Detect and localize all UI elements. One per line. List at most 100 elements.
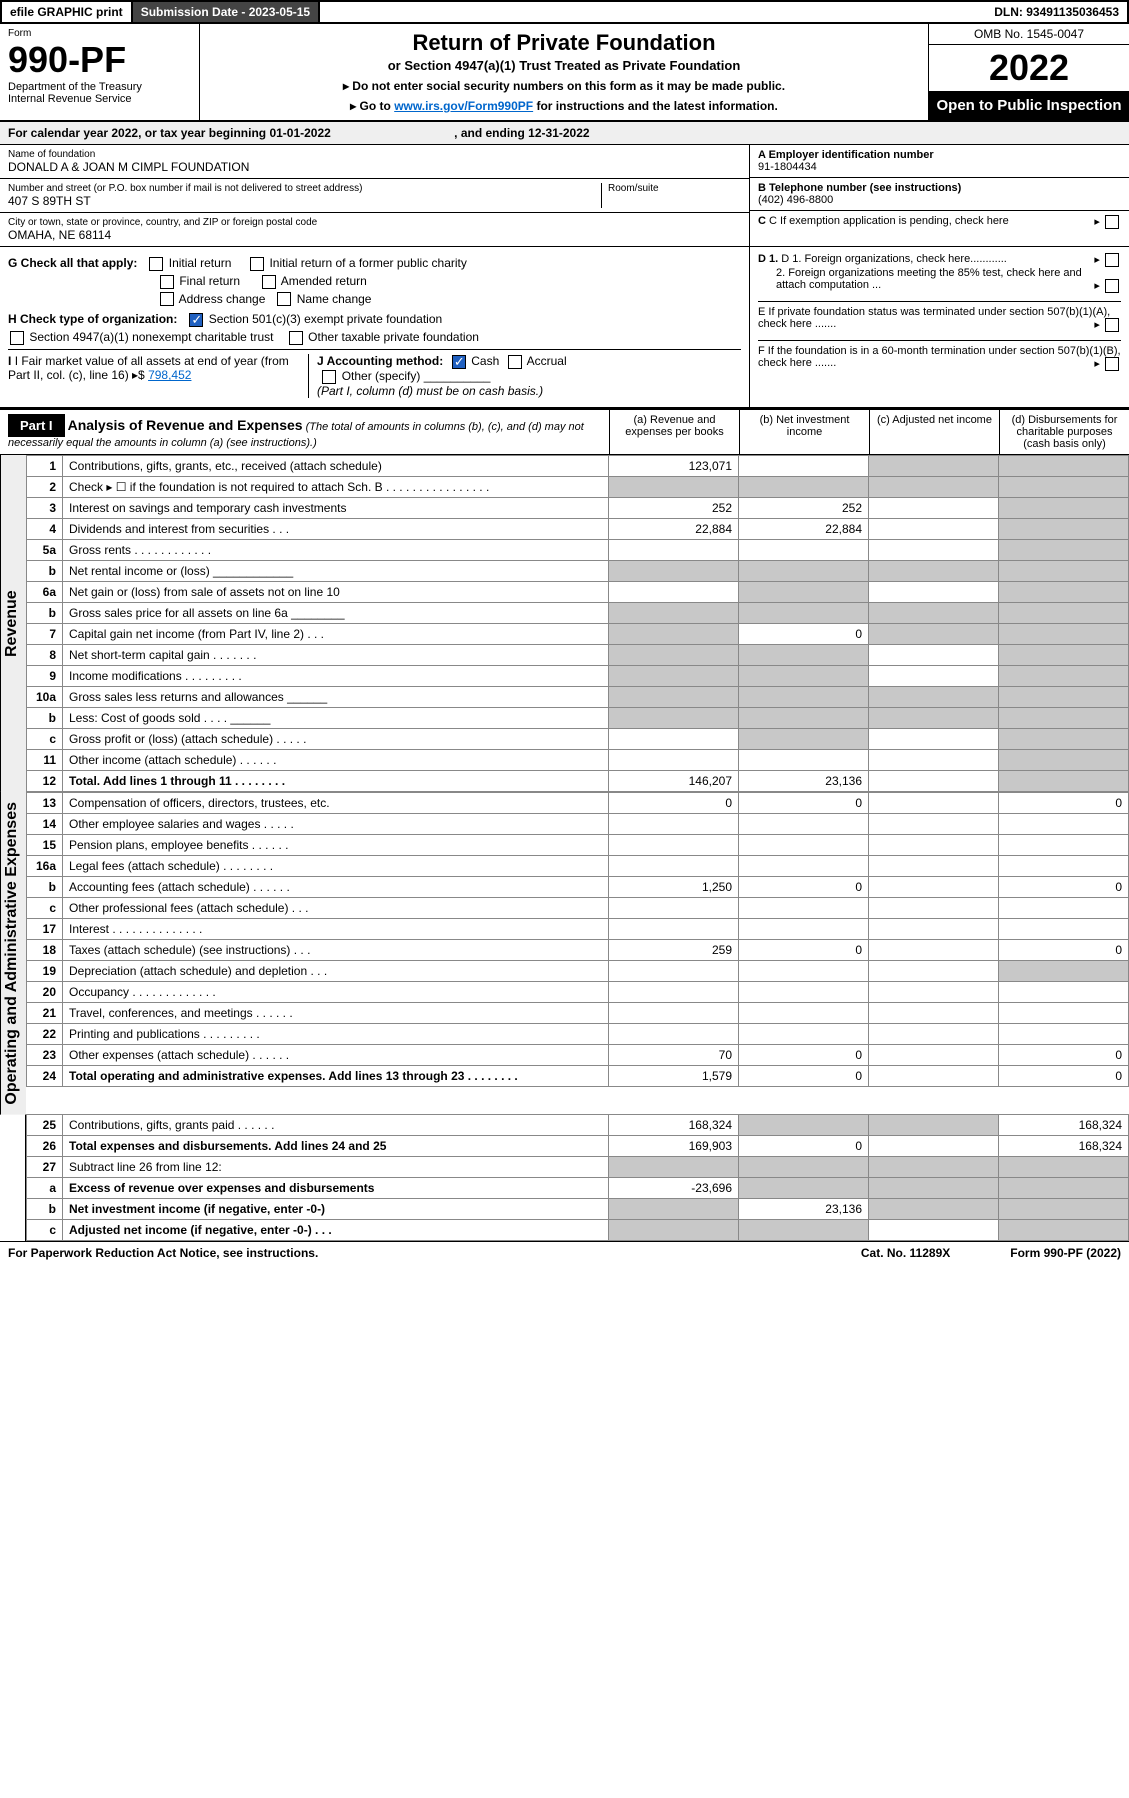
line-2: 2Check ▸ ☐ if the foundation is not requ… — [27, 476, 1129, 497]
col-d-header: (d) Disbursements for charitable purpose… — [999, 410, 1129, 454]
part1-header-row: Part I Analysis of Revenue and Expenses … — [0, 408, 1129, 455]
line-b: bNet investment income (if negative, ent… — [27, 1199, 1129, 1220]
efile-print-label[interactable]: efile GRAPHIC print — [2, 2, 133, 22]
line-7: 7Capital gain net income (from Part IV, … — [27, 623, 1129, 644]
efile-topbar: efile GRAPHIC print Submission Date - 20… — [0, 0, 1129, 24]
instructions-link-line: ▸ Go to www.irs.gov/Form990PF for instru… — [210, 99, 918, 113]
checkbox-initial-return[interactable] — [149, 257, 163, 271]
line-23: 23Other expenses (attach schedule) . . .… — [27, 1044, 1129, 1065]
checkbox-final-return[interactable] — [160, 275, 174, 289]
paperwork-notice: For Paperwork Reduction Act Notice, see … — [8, 1246, 318, 1260]
line-c: cOther professional fees (attach schedul… — [27, 897, 1129, 918]
revenue-side-label: Revenue — [0, 455, 26, 792]
checkbox-other-method[interactable] — [322, 370, 336, 384]
line-4: 4Dividends and interest from securities … — [27, 518, 1129, 539]
form-number: 990-PF — [8, 39, 191, 81]
ein-row: A Employer identification number 91-1804… — [750, 145, 1129, 178]
city-state-zip: OMAHA, NE 68114 — [8, 228, 741, 242]
checkbox-f[interactable] — [1105, 357, 1119, 371]
summary-section: 25Contributions, gifts, grants paid . . … — [0, 1114, 1129, 1241]
fmv-value[interactable]: 798,452 — [148, 368, 191, 382]
line-17: 17Interest . . . . . . . . . . . . . . — [27, 918, 1129, 939]
room-suite-label: Room/suite — [608, 183, 741, 194]
dln: DLN: 93491135036453 — [986, 2, 1127, 22]
expenses-section: Operating and Administrative Expenses 13… — [0, 792, 1129, 1115]
submission-date: Submission Date - 2023-05-15 — [133, 2, 320, 22]
line-g: G Check all that apply: Initial return I… — [8, 256, 741, 271]
street-address: 407 S 89TH ST — [8, 194, 601, 208]
line-19: 19Depreciation (attach schedule) and dep… — [27, 960, 1129, 981]
line-22: 22Printing and publications . . . . . . … — [27, 1023, 1129, 1044]
ein-value: 91-1804434 — [758, 161, 817, 173]
line-d1: D 1. D 1. Foreign organizations, check h… — [758, 253, 1121, 265]
part1-title: Analysis of Revenue and Expenses — [68, 417, 303, 433]
col-a-header: (a) Revenue and expenses per books — [609, 410, 739, 454]
checkbox-cash[interactable] — [452, 355, 466, 369]
checkbox-d1[interactable] — [1105, 253, 1119, 267]
line-13: 13Compensation of officers, directors, t… — [27, 792, 1129, 813]
line-b: bLess: Cost of goods sold . . . . ______ — [27, 707, 1129, 728]
phone-value: (402) 496-8800 — [758, 194, 833, 206]
line-d2: 2. Foreign organizations meeting the 85%… — [758, 267, 1121, 291]
checkbox-4947[interactable] — [10, 331, 24, 345]
identification-block: Name of foundation DONALD A & JOAN M CIM… — [0, 145, 1129, 247]
line-b: bGross sales price for all assets on lin… — [27, 602, 1129, 623]
line-5a: 5aGross rents . . . . . . . . . . . . — [27, 539, 1129, 560]
col-b-header: (b) Net investment income — [739, 410, 869, 454]
line-a: aExcess of revenue over expenses and dis… — [27, 1178, 1129, 1199]
expenses-side-label: Operating and Administrative Expenses — [0, 792, 26, 1115]
line-15: 15Pension plans, employee benefits . . .… — [27, 834, 1129, 855]
omb-number: OMB No. 1545-0047 — [929, 24, 1129, 45]
checkbox-initial-former[interactable] — [250, 257, 264, 271]
checkbox-501c3[interactable] — [189, 313, 203, 327]
col-c-header: (c) Adjusted net income — [869, 410, 999, 454]
ssn-warning: ▸ Do not enter social security numbers o… — [210, 79, 918, 93]
irs-link[interactable]: www.irs.gov/Form990PF — [394, 99, 533, 113]
revenue-table: 1Contributions, gifts, grants, etc., rec… — [26, 455, 1129, 792]
summary-table: 25Contributions, gifts, grants paid . . … — [26, 1114, 1129, 1241]
line-ij: I I Fair market value of all assets at e… — [8, 349, 741, 398]
line-14: 14Other employee salaries and wages . . … — [27, 813, 1129, 834]
line-b: bAccounting fees (attach schedule) . . .… — [27, 876, 1129, 897]
dept-treasury: Department of the Treasury — [8, 81, 191, 93]
checkbox-d2[interactable] — [1105, 279, 1119, 293]
line-20: 20Occupancy . . . . . . . . . . . . . — [27, 981, 1129, 1002]
line-10a: 10aGross sales less returns and allowanc… — [27, 686, 1129, 707]
line-21: 21Travel, conferences, and meetings . . … — [27, 1002, 1129, 1023]
line-25: 25Contributions, gifts, grants paid . . … — [27, 1115, 1129, 1136]
line-1: 1Contributions, gifts, grants, etc., rec… — [27, 455, 1129, 476]
revenue-section: Revenue 1Contributions, gifts, grants, e… — [0, 455, 1129, 792]
checkbox-name-change[interactable] — [277, 292, 291, 306]
checkbox-other-taxable[interactable] — [289, 331, 303, 345]
address-row: Number and street (or P.O. box number if… — [0, 179, 749, 213]
form-title: Return of Private Foundation — [210, 30, 918, 56]
foundation-name-row: Name of foundation DONALD A & JOAN M CIM… — [0, 145, 749, 179]
open-to-public: Open to Public Inspection — [929, 91, 1129, 120]
line-c: cAdjusted net income (if negative, enter… — [27, 1220, 1129, 1241]
line-3: 3Interest on savings and temporary cash … — [27, 497, 1129, 518]
catalog-number: Cat. No. 11289X — [861, 1246, 950, 1260]
line-b: bNet rental income or (loss) ___________… — [27, 560, 1129, 581]
line-9: 9Income modifications . . . . . . . . . — [27, 665, 1129, 686]
form-ref: Form 990-PF (2022) — [1010, 1246, 1121, 1260]
tax-year: 2022 — [929, 45, 1129, 91]
checkbox-c[interactable] — [1105, 215, 1119, 229]
line-12: 12Total. Add lines 1 through 11 . . . . … — [27, 770, 1129, 791]
phone-row: B Telephone number (see instructions) (4… — [750, 178, 1129, 211]
checkbox-accrual[interactable] — [508, 355, 522, 369]
line-11: 11Other income (attach schedule) . . . .… — [27, 749, 1129, 770]
part1-label: Part I — [8, 414, 65, 437]
expenses-table: 13Compensation of officers, directors, t… — [26, 792, 1129, 1087]
line-f: F If the foundation is in a 60-month ter… — [758, 340, 1121, 369]
line-e: E If private foundation status was termi… — [758, 301, 1121, 330]
line-c: cGross profit or (loss) (attach schedule… — [27, 728, 1129, 749]
line-27: 27Subtract line 26 from line 12: — [27, 1157, 1129, 1178]
form-header: Form 990-PF Department of the Treasury I… — [0, 24, 1129, 122]
checkbox-amended[interactable] — [262, 275, 276, 289]
line-24: 24Total operating and administrative exp… — [27, 1065, 1129, 1086]
checkbox-address-change[interactable] — [160, 292, 174, 306]
checkbox-e[interactable] — [1105, 318, 1119, 332]
form-title-block: Return of Private Foundation or Section … — [200, 24, 929, 120]
calendar-year-line: For calendar year 2022, or tax year begi… — [0, 122, 1129, 145]
page-footer: For Paperwork Reduction Act Notice, see … — [0, 1241, 1129, 1264]
